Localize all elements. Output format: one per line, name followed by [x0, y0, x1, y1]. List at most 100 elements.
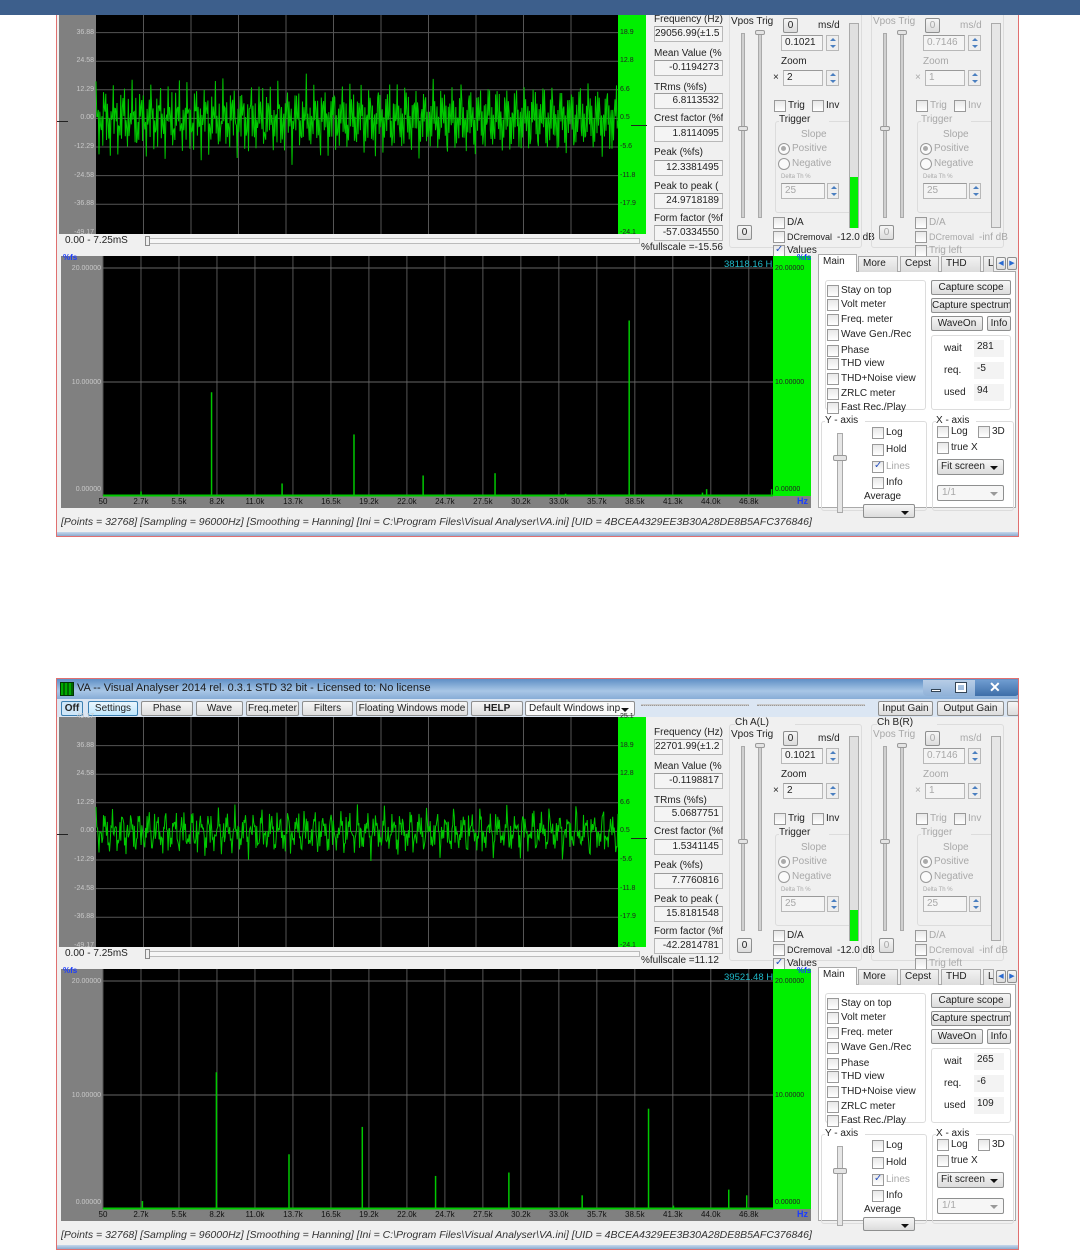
- average-dropdown[interactable]: [863, 504, 915, 518]
- ms-d-spinner[interactable]: [968, 748, 981, 764]
- negative-radio[interactable]: [778, 871, 790, 883]
- trig-slider-knob[interactable]: [897, 30, 907, 35]
- trig-slider[interactable]: [900, 33, 904, 218]
- capture-scope-button[interactable]: Capture scope: [931, 280, 1011, 295]
- tab-thd[interactable]: THD: [941, 256, 981, 272]
- minimize-button[interactable]: [923, 680, 949, 696]
- fit-screen-dropdown[interactable]: Fit screen: [937, 459, 1004, 475]
- y-axis-slider-knob[interactable]: [833, 455, 847, 461]
- delta-th-input[interactable]: 25: [781, 896, 825, 912]
- time-scroll-thumb[interactable]: [145, 236, 150, 246]
- info-y-checkbox[interactable]: [872, 1190, 884, 1202]
- trig-slider-knob[interactable]: [755, 30, 765, 35]
- vpos-slider[interactable]: [741, 746, 745, 931]
- zero-button[interactable]: 0: [737, 225, 752, 240]
- positive-radio[interactable]: [920, 856, 932, 868]
- ratio-dropdown[interactable]: 1/1: [937, 485, 1004, 501]
- checkbox-thd-view[interactable]: [827, 1071, 839, 1083]
- help-button[interactable]: HELP: [471, 701, 523, 716]
- zoom-input[interactable]: 2: [783, 783, 823, 799]
- inv-checkbox[interactable]: [954, 100, 966, 112]
- capture-scope-button[interactable]: Capture scope: [931, 993, 1011, 1008]
- time-scroll-track[interactable]: [145, 238, 640, 244]
- phase-button[interactable]: Phase: [141, 701, 193, 716]
- dcremoval-checkbox[interactable]: [915, 231, 927, 243]
- y-axis-slider[interactable]: [837, 1146, 843, 1226]
- floating-windows-mode-button[interactable]: Floating Windows mode: [356, 701, 468, 716]
- log-x-checkbox[interactable]: [937, 1139, 949, 1151]
- wave-on-button[interactable]: WaveOn: [931, 316, 983, 331]
- zoom-spinner[interactable]: [826, 783, 839, 799]
- checkbox-volt-meter[interactable]: [827, 1012, 839, 1024]
- input-gain-button[interactable]: Input Gain: [878, 701, 933, 716]
- capture-spectrum-button[interactable]: Capture spectrum: [931, 298, 1011, 313]
- ms-d-input[interactable]: 0.1021: [781, 35, 823, 51]
- da-checkbox[interactable]: [773, 930, 785, 942]
- tab-cepst[interactable]: Cepst: [900, 256, 939, 272]
- ms-d-spinner[interactable]: [826, 748, 839, 764]
- checkbox-zrlc-meter[interactable]: [827, 388, 839, 400]
- delta-th-spinner[interactable]: [827, 183, 839, 199]
- checkbox-thd+noise-view[interactable]: [827, 1086, 839, 1098]
- trig-checkbox[interactable]: [916, 813, 928, 825]
- ms-d-zero-button[interactable]: 0: [783, 18, 798, 33]
- positive-radio[interactable]: [778, 856, 790, 868]
- average-dropdown[interactable]: [863, 1217, 915, 1231]
- checkbox-phase[interactable]: [827, 1058, 839, 1070]
- ms-d-zero-button[interactable]: 0: [783, 731, 798, 746]
- negative-radio[interactable]: [920, 158, 932, 170]
- tab-main[interactable]: Main: [818, 254, 857, 272]
- tab-main[interactable]: Main: [818, 967, 857, 985]
- log-x-checkbox[interactable]: [937, 426, 949, 438]
- log-y-checkbox[interactable]: [872, 427, 884, 439]
- more-toolbar-button[interactable]: [1007, 701, 1018, 716]
- inv-checkbox[interactable]: [812, 100, 824, 112]
- slider-a-track[interactable]: [641, 704, 749, 706]
- zoom-spinner[interactable]: [826, 70, 839, 86]
- ratio-dropdown[interactable]: 1/1: [937, 1198, 1004, 1214]
- off-button[interactable]: Off: [61, 701, 83, 716]
- tab-thd[interactable]: THD: [941, 969, 981, 985]
- inv-checkbox[interactable]: [954, 813, 966, 825]
- zero-button[interactable]: 0: [879, 938, 894, 953]
- tab-scroll-left[interactable]: ◀: [996, 257, 1006, 270]
- tab-more[interactable]: More: [858, 969, 898, 985]
- capture-spectrum-button[interactable]: Capture spectrum: [931, 1011, 1011, 1026]
- restore-button[interactable]: [949, 680, 975, 696]
- lines-y-checkbox[interactable]: [872, 1174, 884, 1186]
- negative-radio[interactable]: [778, 158, 790, 170]
- checkbox-stay-on-top[interactable]: [827, 285, 839, 297]
- checkbox-stay-on-top[interactable]: [827, 998, 839, 1010]
- zero-button[interactable]: 0: [879, 225, 894, 240]
- ms-d-spinner[interactable]: [826, 35, 839, 51]
- da-checkbox[interactable]: [773, 217, 785, 229]
- tab-l[interactable]: L: [983, 969, 994, 985]
- tab-scroll-right[interactable]: ▶: [1007, 257, 1017, 270]
- hold-y-checkbox[interactable]: [872, 1157, 884, 1169]
- negative-radio[interactable]: [920, 871, 932, 883]
- checkbox-freq-meter[interactable]: [827, 314, 839, 326]
- vpos-slider-knob[interactable]: [738, 839, 748, 844]
- tab-cepst[interactable]: Cepst: [900, 969, 939, 985]
- checkbox-zrlc-meter[interactable]: [827, 1101, 839, 1113]
- y-axis-slider-knob[interactable]: [833, 1168, 847, 1174]
- log-y-checkbox[interactable]: [872, 1140, 884, 1152]
- trig-slider[interactable]: [900, 746, 904, 931]
- wave-on-button[interactable]: WaveOn: [931, 1029, 983, 1044]
- tab-scroll-left[interactable]: ◀: [996, 970, 1006, 983]
- da-checkbox[interactable]: [915, 217, 927, 229]
- hold-y-checkbox[interactable]: [872, 444, 884, 456]
- ms-d-input[interactable]: 0.1021: [781, 748, 823, 764]
- checkbox-fast-rec-play[interactable]: [827, 402, 839, 414]
- slider-b-track[interactable]: [757, 704, 865, 706]
- vpos-slider-knob[interactable]: [880, 839, 890, 844]
- info-button[interactable]: Info: [987, 316, 1011, 331]
- vpos-slider[interactable]: [883, 33, 887, 218]
- dcremoval-checkbox[interactable]: [773, 231, 785, 243]
- trig-checkbox[interactable]: [774, 813, 786, 825]
- default-windows-dropdown[interactable]: Default Windows inp: [525, 701, 635, 716]
- info-button[interactable]: Info: [987, 1029, 1011, 1044]
- close-button[interactable]: [975, 680, 1018, 696]
- delta-th-spinner[interactable]: [969, 896, 981, 912]
- ms-d-zero-button[interactable]: 0: [925, 731, 940, 746]
